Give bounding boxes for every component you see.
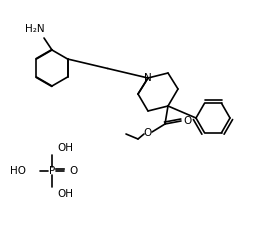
Text: O: O — [184, 116, 192, 126]
Text: O: O — [143, 128, 151, 138]
Text: HO: HO — [10, 166, 26, 176]
Text: O: O — [69, 166, 77, 176]
Text: N: N — [144, 73, 152, 83]
Text: P: P — [49, 166, 55, 176]
Text: OH: OH — [57, 189, 73, 199]
Text: OH: OH — [57, 143, 73, 153]
Text: H₂N: H₂N — [25, 24, 45, 34]
